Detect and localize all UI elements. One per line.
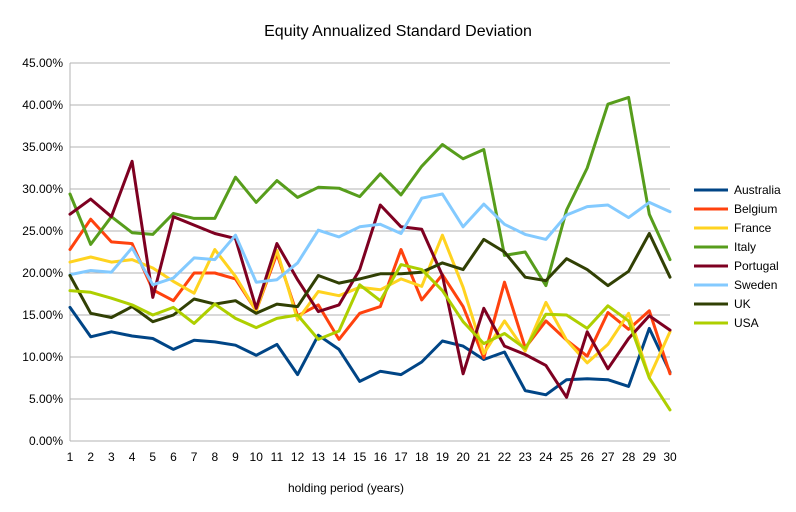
x-tick-label: 28 bbox=[622, 450, 636, 464]
x-tick-label: 10 bbox=[250, 450, 264, 464]
x-tick-label: 8 bbox=[211, 450, 218, 464]
series-line-italy bbox=[68, 95, 672, 288]
x-tick-label: 25 bbox=[560, 450, 574, 464]
x-axis-label: holding period (years) bbox=[288, 481, 404, 495]
x-tick-label: 23 bbox=[518, 450, 532, 464]
legend-label-australia: Australia bbox=[734, 183, 781, 197]
x-tick-label: 14 bbox=[332, 450, 346, 464]
y-tick-label: 5.00% bbox=[29, 392, 63, 406]
y-tick-label: 25.00% bbox=[22, 224, 63, 238]
gridlines bbox=[69, 62, 670, 442]
y-tick-label: 30.00% bbox=[22, 182, 63, 196]
legend-label-italy: Italy bbox=[734, 240, 756, 254]
x-tick-label: 29 bbox=[643, 450, 657, 464]
x-tick-label: 18 bbox=[415, 450, 429, 464]
x-tick-label: 1 bbox=[67, 450, 74, 464]
x-tick-label: 11 bbox=[271, 450, 284, 464]
series-line-sweden bbox=[68, 192, 672, 287]
y-tick-label: 15.00% bbox=[22, 308, 63, 322]
legend-label-sweden: Sweden bbox=[734, 278, 777, 292]
x-tick-label: 16 bbox=[374, 450, 388, 464]
x-tick-label: 24 bbox=[539, 450, 553, 464]
x-tick-label: 9 bbox=[232, 450, 239, 464]
x-tick-label: 12 bbox=[291, 450, 305, 464]
y-tick-label: 10.00% bbox=[22, 350, 63, 364]
x-tick-label: 20 bbox=[456, 450, 470, 464]
x-tick-label: 2 bbox=[87, 450, 94, 464]
x-tick-label: 15 bbox=[353, 450, 367, 464]
series-line-portugal bbox=[68, 159, 672, 399]
y-tick-label: 35.00% bbox=[22, 140, 63, 154]
y-tick-label: 40.00% bbox=[22, 98, 63, 112]
legend: Australia Belgium France Italy Portugal Swede… bbox=[694, 183, 781, 330]
legend-label-belgium: Belgium bbox=[734, 202, 777, 216]
y-tick-label: 20.00% bbox=[22, 266, 63, 280]
series-line-usa bbox=[68, 263, 672, 412]
x-tick-label: 7 bbox=[191, 450, 198, 464]
y-tick-label: 45.00% bbox=[22, 56, 63, 70]
x-tick-label: 3 bbox=[108, 450, 115, 464]
legend-label-uk: UK bbox=[734, 297, 751, 311]
legend-label-portugal: Portugal bbox=[734, 259, 779, 273]
x-tick-label: 4 bbox=[129, 450, 136, 464]
y-tick-label: 0.00% bbox=[29, 434, 63, 448]
x-tick-label: 13 bbox=[312, 450, 326, 464]
x-tick-label: 21 bbox=[477, 450, 491, 464]
x-tick-label: 6 bbox=[170, 450, 177, 464]
y-axis-ticks: 0.00% 5.00% 10.00% 15.00% 20.00% 25.00% 30.00%… bbox=[22, 56, 63, 448]
chart-title: Equity Annualized Standard Deviation bbox=[264, 23, 532, 40]
x-tick-label: 19 bbox=[436, 450, 450, 464]
x-tick-label: 30 bbox=[663, 450, 677, 464]
x-tick-label: 5 bbox=[149, 450, 156, 464]
series-lines bbox=[68, 95, 672, 412]
x-axis-ticks: 1 2 3 4 5 6 7 8 9 10 11 12 13 14 15 16 17 18 19 20 21 22 23 24 2… bbox=[67, 450, 677, 464]
x-tick-label: 17 bbox=[394, 450, 408, 464]
x-tick-label: 22 bbox=[498, 450, 512, 464]
x-tick-label: 26 bbox=[581, 450, 595, 464]
series-line-australia bbox=[68, 305, 672, 397]
series-line-uk bbox=[68, 232, 672, 324]
x-tick-label: 27 bbox=[601, 450, 615, 464]
legend-label-usa: USA bbox=[734, 316, 759, 330]
legend-label-france: France bbox=[734, 221, 772, 235]
